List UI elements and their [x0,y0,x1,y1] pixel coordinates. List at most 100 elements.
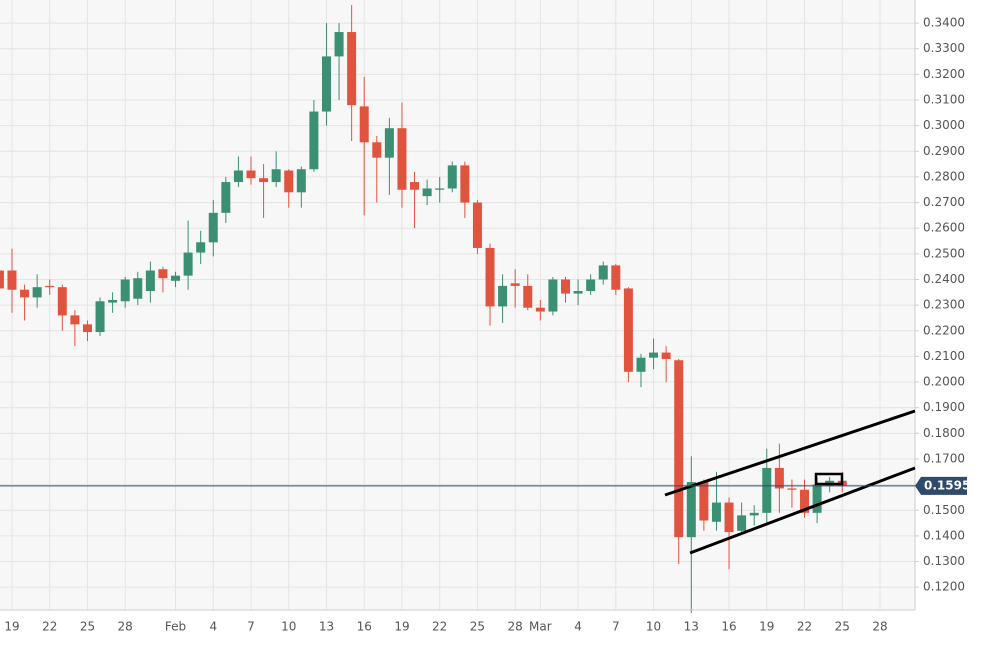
candle-body [82,324,92,333]
candle-body [359,106,369,143]
candle-body [711,502,721,522]
candle-body [57,287,67,316]
y-tick-label: 0.2900 [923,144,965,158]
candle-body [724,502,734,533]
candle-body [296,169,306,193]
candle-body [196,242,206,253]
candle-body [208,212,218,243]
last-price-marker [915,476,967,495]
y-tick-label: 0.2300 [923,298,965,312]
candle-body [158,269,168,279]
x-tick-label: 28 [508,620,523,634]
candle-body [535,307,545,312]
y-tick-label: 0.3400 [923,16,965,30]
candle-body [309,111,319,170]
candle-body [32,287,42,298]
candle-body [347,32,357,106]
x-tick-label: 10 [281,620,296,634]
candle-body [523,285,533,308]
x-tick-label: 28 [118,620,133,634]
candle-body [133,278,143,299]
candle-body [623,288,633,372]
candle-body [221,182,231,213]
candle-body [762,467,772,513]
trend-line-upper [664,409,916,497]
x-tick-label: 19 [394,620,409,634]
x-tick-label: 19 [4,620,19,634]
candle-body [70,315,80,325]
x-tick-label: Mar [529,620,552,634]
x-tick-label: 16 [721,620,736,634]
candle-body [787,488,797,490]
candle-body [20,289,30,298]
x-tick-label: 13 [319,620,334,634]
candle-body [674,360,684,538]
x-tick-label: 7 [247,620,255,634]
y-tick-label: 0.1500 [923,503,965,517]
candle-body [611,265,621,290]
candle-body [435,188,445,190]
x-tick-label: 19 [759,620,774,634]
x-tick-label: 16 [357,620,372,634]
x-tick-label: 4 [574,620,582,634]
candle-body [749,512,759,516]
candle-body [498,285,508,307]
x-tick-label: 22 [797,620,812,634]
candle-body [410,182,420,190]
last-price-label: 0.1595 [924,478,970,492]
candle-body [447,165,457,189]
candle-body [548,279,558,312]
candle-body [171,275,181,281]
y-tick-label: 0.3300 [923,41,965,55]
candle-body [284,170,294,193]
candle-body [108,300,118,303]
candle-body [45,285,55,288]
candle-body [586,279,596,292]
candle-body [649,352,659,358]
candle-body [561,279,570,294]
x-tick-label: 25 [835,620,850,634]
candle-body [686,482,696,538]
candle-body [699,482,709,521]
y-tick-label: 0.1700 [923,451,965,465]
y-tick-label: 0.1800 [923,426,965,440]
candle-body [321,56,331,112]
y-tick-label: 0.1900 [923,400,965,414]
candle-body [0,270,4,289]
y-tick-label: 0.3200 [923,67,965,81]
candle-body [95,301,105,333]
candle-body [7,270,17,290]
candle-body [510,283,520,286]
y-tick-label: 0.2000 [923,375,965,389]
candle-body [397,128,407,190]
trend-line-lower [689,466,916,555]
candle-body [472,202,482,248]
candle-body [233,170,243,183]
x-tick-label: 22 [432,620,447,634]
y-tick-label: 0.2200 [923,323,965,337]
candle-body [120,279,130,302]
x-tick-label: 7 [612,620,620,634]
candle-body [460,165,470,203]
y-tick-label: 0.1400 [923,528,965,542]
y-tick-label: 0.2500 [923,246,965,260]
candle-body [774,467,784,489]
highlight-box [814,472,844,486]
candle-body [661,352,671,359]
y-tick-label: 0.2100 [923,349,965,363]
x-tick-label: Feb [165,620,186,634]
y-tick-label: 0.2400 [923,272,965,286]
candle-body [334,32,344,57]
x-tick-label: 10 [646,620,661,634]
y-tick-label: 0.3100 [923,93,965,107]
x-tick-label: 13 [684,620,699,634]
candle-body [800,489,810,513]
candle-body [422,188,432,197]
y-tick-label: 0.1200 [923,580,965,594]
candle-body [145,270,155,292]
candle-body [812,484,822,513]
y-tick-label: 0.1300 [923,554,965,568]
y-tick-label: 0.2600 [923,221,965,235]
candle-body [598,265,608,280]
